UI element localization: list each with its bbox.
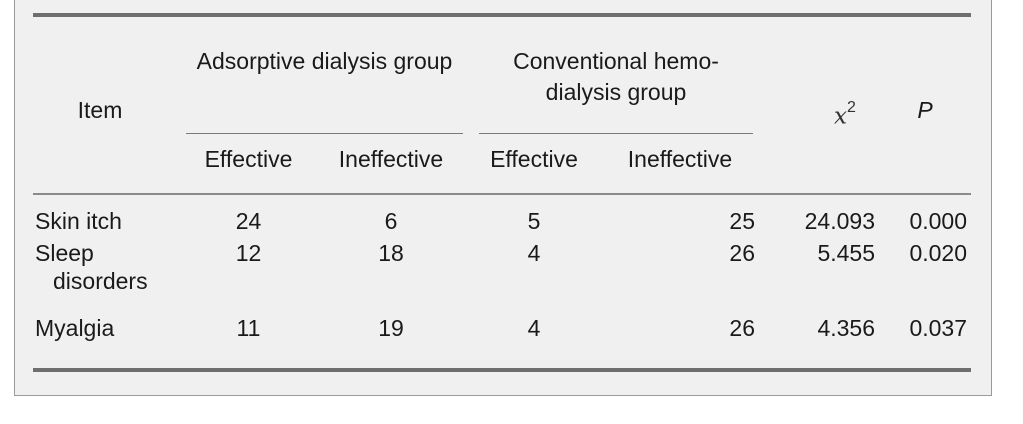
row-skin-itch-chi2: 24.093 (804, 208, 875, 234)
subheader-ads-ineffective: Ineffective (338, 146, 444, 172)
bottom-rule (33, 368, 971, 372)
group-a-underline (186, 133, 463, 134)
subheader-ads-effective: Effective (204, 146, 293, 172)
header-item: Item (77, 97, 123, 123)
row-sleep-ads-eff: 12 (235, 240, 262, 266)
row-skin-itch-conv-ineff: 25 (729, 208, 755, 234)
row-myalgia-p: 0.037 (909, 315, 967, 341)
table-panel: Item Adsorptive dialysis group Conventio… (14, 0, 992, 396)
row-sleep-conv-eff: 4 (527, 240, 541, 266)
row-myalgia-chi2: 4.356 (817, 315, 875, 341)
row-myalgia-ads-eff: 11 (236, 315, 261, 341)
row-sleep-ads-ineff: 18 (378, 240, 404, 266)
row-skin-itch-conv-eff: 5 (527, 208, 541, 234)
row-skin-itch-ads-eff: 24 (235, 208, 262, 234)
header-rule (33, 193, 971, 195)
row-skin-itch-item: Skin itch (35, 208, 122, 234)
subheader-conv-effective: Effective (490, 146, 578, 172)
row-sleep-chi2: 5.455 (817, 240, 875, 266)
row-myalgia-conv-ineff: 26 (729, 315, 755, 341)
top-rule (33, 13, 971, 17)
row-sleep-p: 0.020 (909, 240, 967, 266)
row-myalgia-conv-eff: 4 (527, 315, 541, 341)
header-conventional-group: Conventional hemo-dialysis group (513, 48, 719, 105)
group-b-underline (479, 133, 753, 134)
row-myalgia-item: Myalgia (35, 315, 115, 341)
header-adsorptive-group: Adsorptive dialysis group (196, 48, 453, 74)
header-chi-power: 2 (847, 99, 856, 116)
header-chi-square: x2 (815, 97, 875, 131)
row-sleep-item: Sleep (35, 240, 94, 266)
row-myalgia-ads-ineff: 19 (378, 315, 404, 341)
header-chi-symbol: x (834, 103, 848, 130)
row-sleep-conv-ineff: 26 (729, 240, 755, 266)
row-skin-itch-ads-ineff: 6 (384, 208, 398, 234)
header-p: P (917, 97, 933, 123)
row-sleep-item-cont: disorders (53, 268, 148, 294)
row-skin-itch-p: 0.000 (909, 208, 967, 234)
subheader-conv-ineffective: Ineffective (627, 146, 733, 172)
